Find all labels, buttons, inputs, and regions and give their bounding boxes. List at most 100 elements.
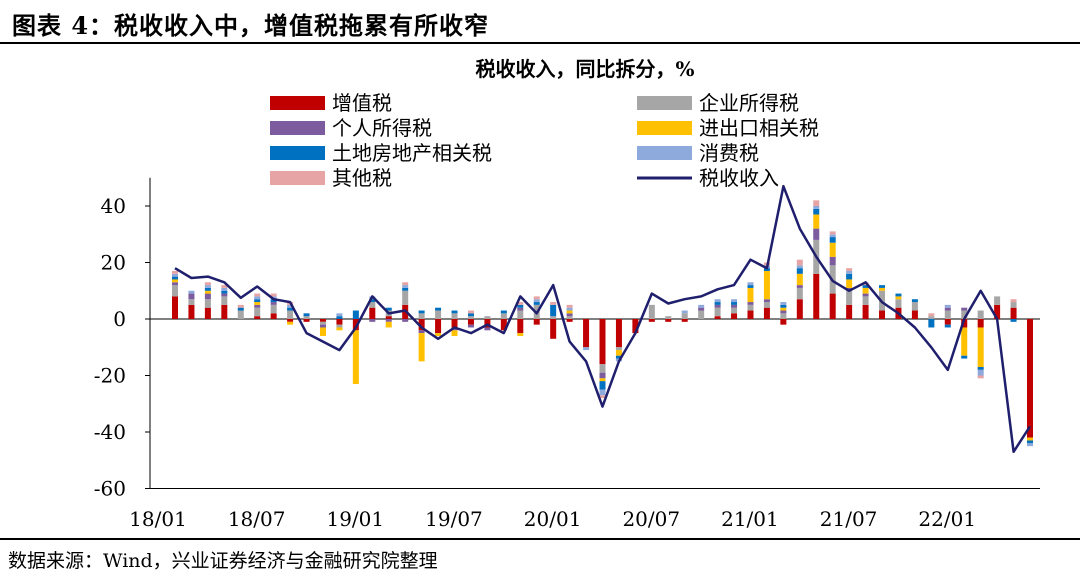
bar-segment xyxy=(188,293,195,300)
bar-segment xyxy=(961,319,968,328)
bar-segment xyxy=(385,316,392,319)
bar-segment xyxy=(188,299,195,305)
bar-segment xyxy=(319,319,326,322)
bar-segment xyxy=(369,302,376,308)
bar-segment xyxy=(846,290,853,305)
bar-segment xyxy=(221,287,228,291)
chart-line xyxy=(174,184,1032,454)
bar-segment xyxy=(287,307,294,311)
bar-segment xyxy=(221,285,228,288)
bar-segment xyxy=(796,268,803,274)
y-tick-label: -40 xyxy=(94,420,126,444)
legend-label: 税收收入 xyxy=(699,166,779,190)
bar-segment xyxy=(944,319,951,325)
bar-segment xyxy=(517,304,524,308)
bar-segment xyxy=(813,208,820,215)
bar-segment xyxy=(172,285,178,297)
bar-segment xyxy=(911,302,918,311)
bar-segment xyxy=(977,327,984,368)
bar-segment xyxy=(1010,307,1017,319)
bar-segment xyxy=(172,296,178,319)
bar-segment xyxy=(977,375,984,379)
bar-segment xyxy=(747,282,754,286)
bar-segment xyxy=(566,310,573,314)
bar-segment xyxy=(566,304,573,308)
bar-segment xyxy=(287,321,294,325)
bar-segment xyxy=(747,287,754,303)
bar-segment xyxy=(204,293,211,300)
bar-segment xyxy=(319,321,326,325)
bar-segment xyxy=(517,333,524,336)
bar-segment xyxy=(352,310,359,319)
bar-segment xyxy=(895,299,902,308)
bar-segment xyxy=(796,299,803,319)
bar-segment xyxy=(944,304,951,308)
bar-segment xyxy=(599,395,606,399)
bar-segment xyxy=(961,327,968,356)
bar-segment xyxy=(517,307,524,311)
y-tick-label: -20 xyxy=(94,364,126,388)
bar-segment xyxy=(270,304,277,314)
bar-segment xyxy=(714,299,721,303)
bar-segment xyxy=(336,319,343,325)
bar-segment xyxy=(550,302,557,305)
bar-segment xyxy=(846,273,853,280)
bar-segment xyxy=(731,307,738,314)
bar-segment xyxy=(418,333,425,362)
bar-segment xyxy=(533,299,540,303)
bar-segment xyxy=(254,307,261,317)
bar-segment xyxy=(879,285,886,288)
bar-segment xyxy=(681,313,688,319)
bar-segment xyxy=(435,310,442,319)
bar-segment xyxy=(484,316,491,319)
bar-segment xyxy=(813,228,820,240)
bar-segment xyxy=(566,319,573,322)
bar-segment xyxy=(221,290,228,294)
bar-segment xyxy=(731,299,738,303)
bar-segment xyxy=(287,319,294,322)
bar-segment xyxy=(500,310,507,314)
legend-swatch xyxy=(637,146,692,160)
bar-segment xyxy=(813,214,820,229)
bar-segment xyxy=(632,319,639,334)
bar-segment xyxy=(994,304,1001,319)
bar-segment xyxy=(237,307,244,311)
bar-segment xyxy=(533,302,540,305)
bar-segment xyxy=(829,237,836,243)
bar-segment xyxy=(566,313,573,317)
bar-segment xyxy=(254,296,261,300)
x-tick-label: 22/01 xyxy=(918,507,976,531)
bar-segment xyxy=(780,310,787,314)
bar-segment xyxy=(287,304,294,308)
legend-label: 企业所得税 xyxy=(699,91,799,115)
bar-segment xyxy=(747,302,754,305)
bar-segment xyxy=(270,293,277,297)
x-tick-label: 21/01 xyxy=(721,507,779,531)
legend-swatch xyxy=(270,146,325,160)
bar-segment xyxy=(714,304,721,308)
bar-segment xyxy=(484,319,491,328)
legend-swatch xyxy=(270,171,325,185)
bar-segment xyxy=(1010,299,1017,303)
bar-segment xyxy=(204,290,211,294)
bar-segment xyxy=(731,302,738,305)
chart-title: 税收收入，同比拆分，% xyxy=(475,57,694,81)
x-tick-label: 18/01 xyxy=(129,507,187,531)
bar-segment xyxy=(977,367,984,370)
bar-segment xyxy=(221,296,228,305)
bar-segment xyxy=(911,299,918,303)
bar-segment xyxy=(829,256,836,266)
title-rule xyxy=(0,42,1080,44)
bar-segment xyxy=(336,327,343,331)
bar-segment xyxy=(829,293,836,319)
bar-segment xyxy=(369,307,376,319)
bar-segment xyxy=(270,299,277,303)
bar-segment xyxy=(862,296,869,305)
bar-segment xyxy=(517,319,524,334)
bar-segment xyxy=(928,316,935,319)
bar-segment xyxy=(319,324,326,328)
bar-segment xyxy=(369,319,376,322)
bar-segment xyxy=(780,304,787,308)
bar-segment xyxy=(418,330,425,334)
